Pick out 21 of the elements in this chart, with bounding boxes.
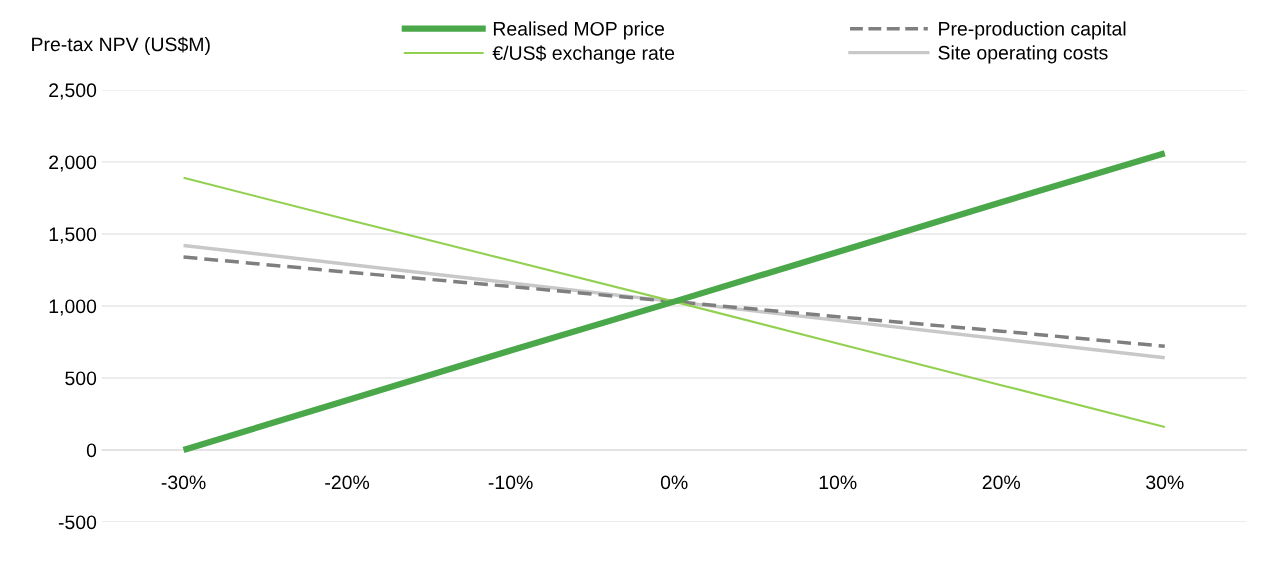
- x-tick-label: 20%: [982, 475, 1021, 490]
- y-tick-label: 1,000: [49, 299, 97, 316]
- y-tick-label: 2,500: [49, 83, 97, 100]
- y-tick-label: 0: [86, 443, 97, 458]
- y-tick-label: 500: [65, 371, 97, 386]
- x-tick-label: -20%: [325, 475, 370, 490]
- y-tick-label: 2,000: [49, 155, 97, 172]
- x-tick-label: 0%: [660, 475, 688, 490]
- x-tick-label: 10%: [819, 475, 857, 490]
- line-series: [182, 176, 1166, 428]
- x-tick-label: 30%: [1146, 475, 1184, 490]
- y-tick-label: 1,500: [49, 227, 97, 244]
- line-series: [181, 255, 1167, 349]
- legend-label: €/US$ exchange rate: [492, 45, 675, 64]
- legend-label: Realised MOP price: [493, 21, 665, 40]
- legend-label: Pre-production capital: [939, 21, 1126, 40]
- x-tick-label: -30%: [161, 475, 206, 490]
- legend-label: Site operating costs: [938, 45, 1108, 64]
- x-tick-label: -10%: [488, 475, 533, 490]
- y-tick-label: -500: [58, 515, 97, 530]
- y-axis-title: Pre-tax NPV (US$M): [32, 36, 210, 56]
